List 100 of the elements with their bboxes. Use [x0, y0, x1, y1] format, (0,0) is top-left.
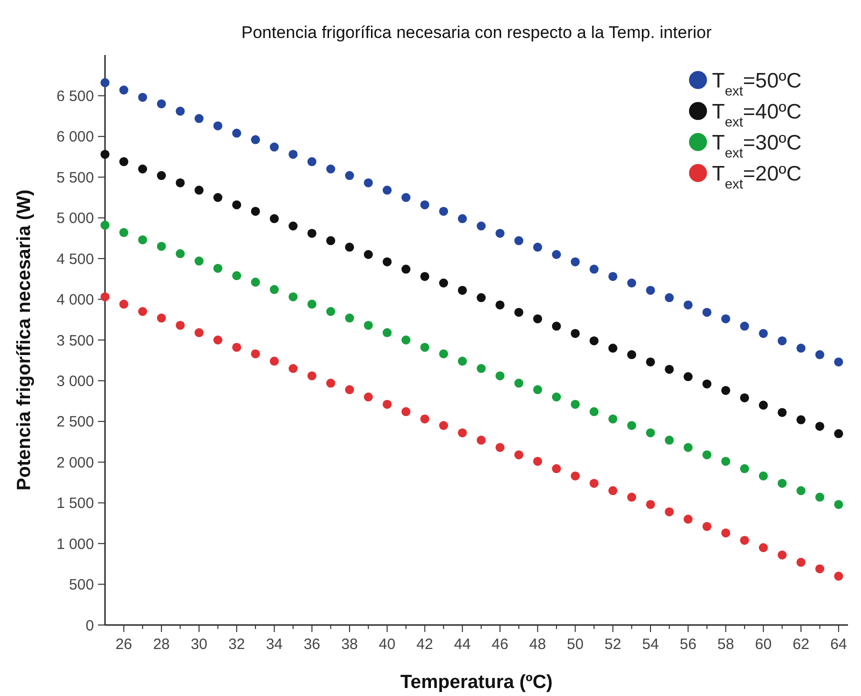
x-tick-label: 28: [153, 636, 170, 653]
point: [382, 400, 392, 409]
point: [213, 121, 222, 130]
point: [627, 492, 636, 502]
point: [570, 257, 580, 266]
point: [590, 336, 599, 346]
point: [176, 320, 185, 330]
point: [721, 456, 730, 466]
point: [664, 507, 674, 516]
point: [326, 307, 336, 316]
point: [345, 385, 354, 394]
point: [439, 206, 448, 216]
x-tick-label: 58: [717, 636, 734, 653]
x-tick-label: 60: [755, 636, 772, 653]
point: [100, 220, 110, 230]
point: [815, 422, 824, 431]
point: [834, 357, 844, 366]
point: [533, 385, 542, 394]
point: [270, 214, 279, 224]
point: [364, 392, 373, 402]
point: [307, 157, 316, 166]
point: [740, 393, 750, 402]
y-tick-label: 1 500: [56, 495, 94, 512]
point: [608, 486, 618, 496]
point: [778, 336, 787, 346]
point: [533, 242, 542, 252]
point: [684, 514, 693, 524]
point: [232, 200, 242, 210]
point: [721, 528, 730, 538]
point: [288, 150, 298, 159]
point: [270, 142, 279, 152]
point: [176, 249, 185, 258]
point: [345, 314, 354, 323]
x-tick-label: 54: [642, 636, 659, 653]
point: [213, 193, 222, 202]
point: [458, 356, 467, 366]
y-tick-label: 6 000: [56, 128, 94, 146]
x-tick-label: 50: [566, 636, 584, 653]
point: [307, 300, 316, 309]
point: [401, 336, 410, 344]
point: [702, 450, 712, 460]
point: [514, 308, 524, 317]
point: [250, 206, 260, 216]
point: [345, 171, 354, 180]
point: [420, 414, 430, 424]
point: [684, 300, 693, 310]
point: [552, 392, 561, 402]
point: [721, 386, 730, 395]
point: [778, 408, 787, 417]
x-tick-label: 38: [341, 636, 358, 653]
point: [496, 300, 505, 310]
point: [570, 328, 580, 338]
x-tick-label: 34: [266, 636, 283, 653]
point: [458, 286, 467, 295]
point: [382, 186, 392, 195]
point: [156, 314, 166, 323]
y-axis-title: Potencia frigorífica necesaria (W): [14, 190, 35, 490]
point: [420, 342, 430, 352]
point: [476, 222, 486, 230]
point: [758, 328, 768, 338]
point: [533, 314, 542, 324]
point: [401, 193, 410, 202]
point: [627, 278, 636, 288]
point: [213, 336, 222, 344]
point: [401, 407, 410, 416]
point: [364, 320, 373, 330]
x-tick-label: 52: [604, 636, 622, 653]
point: [326, 164, 336, 174]
point: [156, 242, 166, 251]
legend-label: T$_{ext}$=50ºC: [712, 69, 802, 98]
point: [100, 150, 110, 159]
point: [702, 522, 712, 531]
point: [250, 135, 260, 144]
y-tick-label: 1 000: [56, 536, 94, 553]
point: [326, 378, 336, 388]
point: [288, 292, 298, 302]
point: [721, 314, 730, 324]
point: [194, 114, 204, 124]
x-tick-label: 36: [304, 636, 320, 653]
legend-label: T$_{ext}$=20ºC: [712, 162, 802, 191]
point: [646, 286, 655, 295]
point: [194, 328, 204, 338]
point: [815, 492, 824, 502]
point: [288, 364, 298, 373]
x-tick-label: 26: [115, 636, 132, 653]
point: [364, 178, 373, 188]
point: [533, 456, 542, 466]
point: [270, 356, 279, 366]
point: [590, 407, 599, 416]
point: [496, 442, 505, 452]
point: [570, 471, 580, 480]
point: [232, 342, 242, 352]
point: [138, 307, 148, 316]
point: [439, 349, 448, 358]
point: [458, 214, 467, 224]
point: [815, 350, 824, 360]
point: [100, 292, 110, 302]
point: [119, 157, 128, 166]
point: [796, 415, 806, 424]
point: [514, 450, 524, 460]
